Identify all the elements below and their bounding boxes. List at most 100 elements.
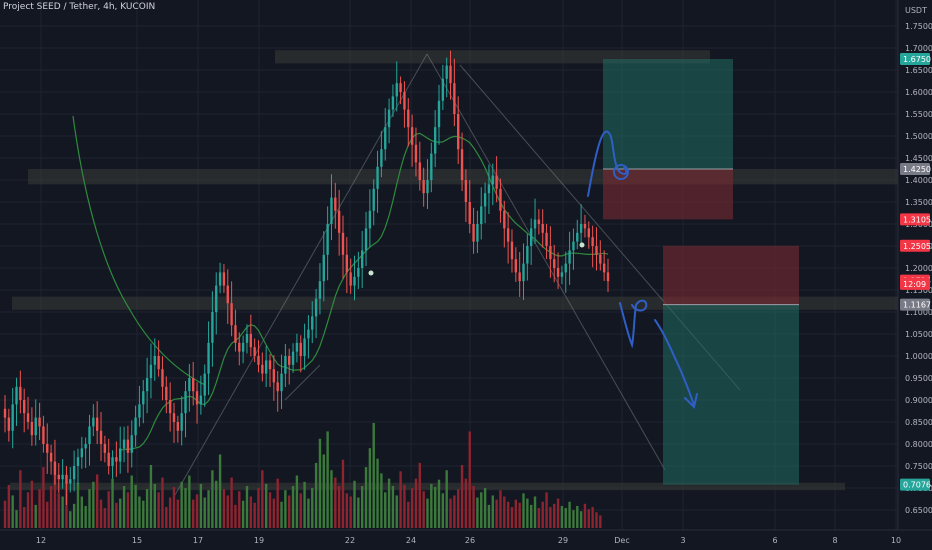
volume-bar (441, 493, 445, 528)
price-tick-6: 1.4500 (905, 154, 932, 163)
candle-body (26, 413, 30, 422)
volume-bar (579, 511, 583, 528)
candle-body (42, 426, 45, 444)
candle-body (46, 444, 49, 453)
candle-body (111, 457, 114, 466)
volume-bar (172, 487, 176, 528)
volume-bar (218, 454, 222, 528)
price-tick-16: 0.9500 (905, 374, 932, 383)
ma-long (72, 115, 206, 386)
candle-body (441, 78, 445, 101)
volume-bar (433, 487, 437, 528)
candle-body (314, 298, 318, 317)
volume-bar (299, 493, 302, 528)
volume-bar (311, 488, 314, 528)
volume-bar (372, 423, 375, 528)
price-badge-label-6: 1.1167 (903, 301, 931, 310)
hand-drawn-arrows (587, 130, 698, 409)
candle-body (218, 272, 222, 286)
volume-bar (88, 489, 91, 528)
volume-bar (380, 473, 383, 528)
volume-bar (95, 474, 99, 528)
time-axis[interactable]: 12 15 17 19 22 24 26 29 Dec 3 6 8 10 (0, 529, 932, 550)
volume-bar (257, 488, 260, 528)
time-tick-5: 24 (406, 536, 416, 545)
time-tick-7: 29 (558, 536, 568, 545)
volume-bar (334, 477, 337, 528)
volume-bar (111, 478, 114, 528)
price-badge-label-3: 1.2505 (903, 242, 931, 251)
volume-bar (57, 493, 60, 528)
volume-bar (149, 465, 153, 528)
time-tick-4: 22 (345, 536, 355, 545)
volume-bar (180, 481, 183, 528)
candle-body (134, 417, 137, 436)
candle-body (19, 386, 22, 400)
position-boxes (603, 59, 799, 485)
volume-bar (99, 499, 103, 528)
candle-body (457, 114, 460, 150)
volume-bar (460, 465, 464, 528)
volume-bar (480, 492, 483, 528)
candle-body (142, 391, 145, 405)
candle-body (387, 109, 391, 128)
candle-body (53, 461, 57, 475)
time-tick-10: 6 (772, 536, 777, 545)
long-stop-zone (603, 169, 733, 220)
volume-bar (153, 483, 156, 528)
price-tick-8: 1.3500 (905, 198, 932, 207)
candle-body (395, 83, 398, 97)
time-axis-bg (0, 530, 932, 550)
candle-body (122, 439, 126, 449)
volume-bar (384, 492, 387, 528)
price-badge-0 (900, 53, 930, 65)
volume-bar (291, 486, 295, 528)
volume-bar (414, 478, 418, 528)
volume-bar (157, 492, 160, 528)
candle-body (518, 272, 521, 282)
volume-bar (215, 480, 218, 528)
drawn-circle-top (613, 164, 629, 180)
candle-body (168, 400, 172, 414)
candle-body (138, 404, 141, 418)
time-tick-6: 26 (465, 536, 475, 545)
volume-bar (422, 491, 425, 528)
candle-body (76, 457, 80, 466)
candle-body (184, 391, 187, 414)
volume-bar (472, 486, 475, 528)
candle-body (330, 197, 333, 224)
volume-bar (541, 501, 544, 528)
candle-body (192, 378, 195, 392)
candle-body (522, 263, 525, 282)
candle-body (172, 413, 176, 422)
candle-body (291, 351, 295, 365)
candle-body (491, 175, 494, 185)
candle-body (180, 413, 183, 431)
volume-bar (211, 470, 214, 528)
candle-body (591, 237, 594, 246)
volume-bar (288, 495, 291, 528)
candle-body (88, 426, 91, 444)
volume-bar (280, 501, 283, 528)
candle-body (226, 285, 229, 304)
candle-body (353, 276, 356, 286)
candle-body (430, 153, 433, 180)
candle-body (157, 356, 160, 370)
volume-bar (553, 503, 556, 528)
candle-body (499, 188, 502, 211)
volume-bar (533, 496, 537, 528)
volume-bar (556, 498, 560, 528)
volume-bar (92, 481, 95, 528)
volume-bar (510, 507, 514, 528)
volume-bar (330, 470, 333, 528)
volume-bar (314, 462, 318, 528)
candle-body (268, 360, 272, 370)
volume-bar (142, 500, 145, 528)
volume-bar (184, 488, 187, 528)
volume-bar (23, 507, 26, 528)
candle-body (211, 312, 214, 343)
volume-bar (199, 483, 203, 528)
candle-body (399, 83, 402, 92)
candle-body (95, 417, 99, 431)
